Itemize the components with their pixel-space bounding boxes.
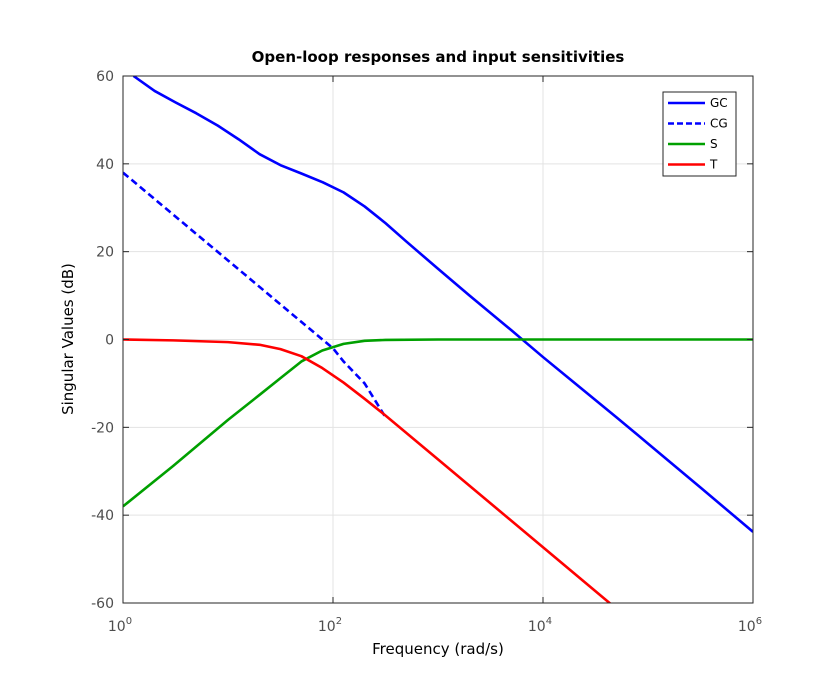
series-line-gc [132, 76, 753, 533]
x-axis-label: Frequency (rad/s) [372, 640, 504, 658]
y-tick-label-1: 40 [96, 157, 114, 173]
legend-label-gc: GC [710, 96, 728, 110]
x-tick-base-2: 10 [528, 619, 546, 635]
x-tick-label-3: 106 [738, 616, 762, 635]
y-tick-label-6: -60 [91, 596, 114, 612]
legend-label-t: T [709, 158, 718, 172]
y-axis-label: Singular Values (dB) [59, 263, 77, 415]
x-tick-exponent-2: 4 [546, 616, 552, 627]
x-tick-label-2: 104 [528, 616, 552, 635]
x-tick-exponent-0: 0 [126, 616, 132, 627]
series-layer [123, 76, 753, 603]
series-line-t [123, 338, 612, 603]
y-tick-label-5: -40 [91, 508, 114, 524]
x-tick-base-1: 10 [318, 619, 336, 635]
x-tick-base-0: 10 [108, 619, 126, 635]
legend-label-s: S [710, 137, 718, 151]
x-tick-label-0: 100 [108, 616, 132, 635]
y-tick-label-4: -20 [91, 420, 114, 436]
y-tick-label-3: 0 [105, 333, 114, 349]
y-tick-label-2: 20 [96, 245, 114, 261]
series-line-cg [123, 171, 387, 418]
legend: GC CG ST [662, 91, 737, 177]
legend-label-cg: CG [710, 117, 728, 131]
legend-box [662, 91, 737, 177]
series-line-s [123, 338, 753, 508]
x-tick-exponent-3: 6 [756, 616, 762, 627]
y-tick-label-0: 60 [96, 69, 114, 85]
x-tick-base-3: 10 [738, 619, 756, 635]
x-tick-exponent-1: 2 [336, 616, 342, 627]
x-tick-label-1: 102 [318, 616, 342, 635]
chart-title: Open-loop responses and input sensitivit… [252, 48, 625, 66]
